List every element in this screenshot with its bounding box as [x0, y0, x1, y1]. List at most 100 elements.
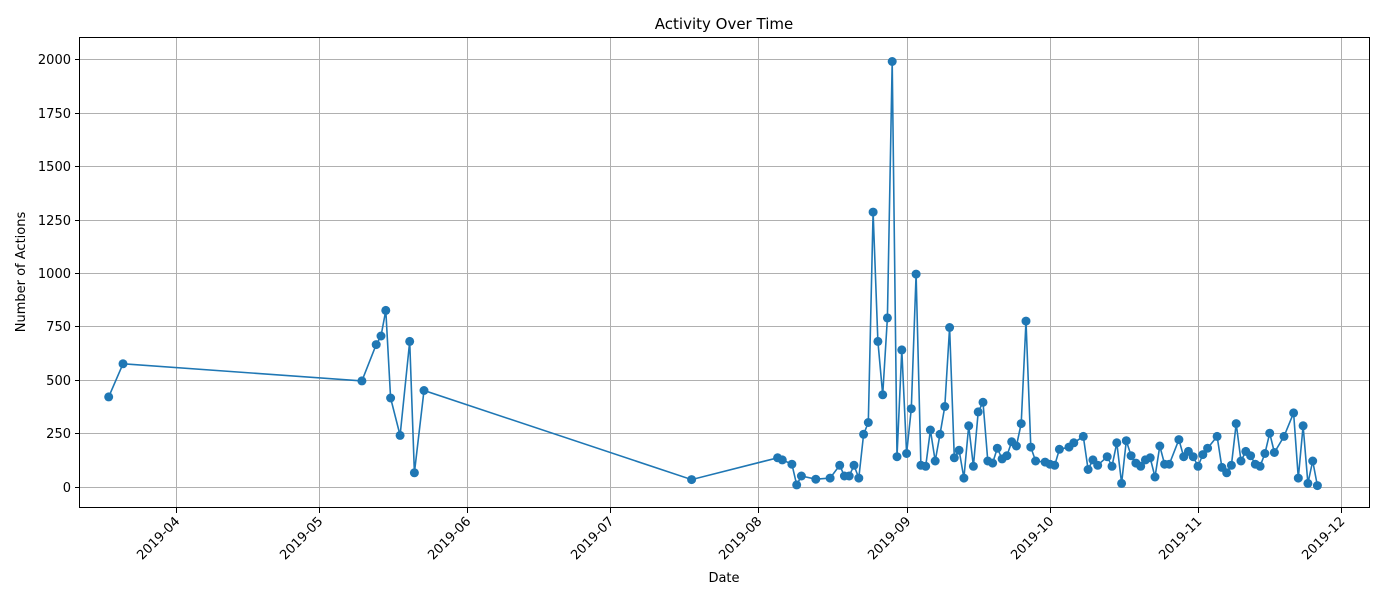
- y-tick-label: 1750: [38, 107, 71, 122]
- data-point: [118, 359, 128, 369]
- y-tick-label: 500: [46, 374, 71, 389]
- data-point: [906, 404, 916, 414]
- data-point: [878, 390, 888, 400]
- data-point: [1298, 421, 1308, 431]
- data-point: [395, 430, 405, 440]
- data-point: [1293, 473, 1303, 483]
- data-point: [911, 269, 921, 279]
- data-point: [1203, 443, 1213, 453]
- data-point: [835, 460, 845, 470]
- y-axis-label: Number of Actions: [14, 212, 29, 333]
- data-point: [882, 313, 892, 323]
- data-point: [863, 418, 873, 427]
- data-point: [1308, 456, 1318, 466]
- data-point: [925, 425, 935, 435]
- data-point: [930, 456, 940, 466]
- data-point: [945, 323, 955, 332]
- data-point: [777, 455, 787, 465]
- data-point: [1054, 444, 1064, 454]
- data-point: [1193, 461, 1203, 471]
- data-point: [1226, 460, 1236, 470]
- grid-layer: [80, 38, 1370, 508]
- data-point: [1031, 456, 1041, 466]
- data-point: [1112, 438, 1122, 448]
- data-point: [1102, 452, 1112, 462]
- data-point: [1002, 451, 1012, 461]
- data-point: [792, 480, 802, 490]
- data-point: [849, 460, 859, 470]
- data-point: [409, 468, 419, 478]
- data-point: [1174, 435, 1184, 445]
- data-point: [887, 57, 897, 66]
- data-point: [687, 475, 697, 485]
- chart-title: Activity Over Time: [655, 15, 793, 33]
- data-point: [968, 461, 978, 471]
- data-point: [868, 207, 878, 217]
- data-point: [1222, 468, 1232, 478]
- y-tick-label: 1000: [38, 267, 71, 282]
- data-point: [1126, 451, 1136, 461]
- data-point: [988, 458, 998, 468]
- data-point: [844, 471, 854, 481]
- data-point: [1303, 478, 1313, 488]
- data-point: [357, 376, 367, 386]
- y-tick-label: 1250: [38, 214, 71, 229]
- data-point: [897, 345, 907, 355]
- y-tick-label: 750: [46, 320, 71, 335]
- data-point: [1279, 431, 1289, 441]
- data-point: [1078, 431, 1088, 441]
- data-point: [825, 473, 835, 483]
- data-point: [1260, 449, 1270, 458]
- data-point: [1312, 481, 1322, 491]
- data-point: [1107, 461, 1117, 471]
- data-point: [935, 429, 945, 439]
- data-point: [1155, 441, 1165, 451]
- data-point: [1150, 472, 1160, 482]
- data-point: [949, 453, 959, 463]
- data-point: [1011, 441, 1021, 451]
- data-point: [1093, 460, 1103, 470]
- data-point: [1083, 465, 1093, 474]
- data-point: [1016, 419, 1026, 429]
- data-point: [1289, 408, 1299, 418]
- data-point: [1198, 450, 1208, 460]
- data-point: [973, 407, 983, 417]
- data-point: [1246, 451, 1256, 461]
- data-point: [376, 331, 386, 341]
- data-point: [873, 336, 883, 346]
- data-point: [1050, 460, 1060, 470]
- data-point: [381, 305, 391, 315]
- data-point: [940, 402, 950, 411]
- data-point: [1121, 436, 1131, 446]
- y-tick-label: 2000: [38, 53, 71, 68]
- data-point: [1021, 316, 1031, 326]
- y-tick-label: 0: [63, 481, 71, 496]
- data-point: [854, 473, 864, 483]
- data-point: [419, 386, 429, 395]
- data-point: [954, 445, 964, 455]
- data-point: [104, 392, 114, 402]
- data-point: [796, 471, 806, 481]
- data-point: [811, 474, 821, 484]
- data-point: [921, 461, 931, 471]
- data-point: [787, 459, 797, 469]
- data-point: [1117, 478, 1127, 488]
- data-point: [1136, 461, 1146, 471]
- data-point: [1026, 442, 1036, 452]
- data-point: [405, 336, 415, 346]
- data-point: [1212, 431, 1222, 441]
- data-point: [1255, 461, 1265, 471]
- data-point: [371, 340, 381, 350]
- data-point: [1265, 428, 1275, 438]
- data-point: [892, 452, 902, 462]
- data-point: [1231, 419, 1241, 429]
- plot-frame: [79, 37, 1370, 508]
- data-point: [1164, 459, 1174, 469]
- data-point: [859, 429, 869, 439]
- data-point: [1236, 456, 1246, 466]
- data-point: [1069, 438, 1079, 448]
- x-axis-label: Date: [708, 571, 739, 586]
- y-tick-label: 250: [46, 427, 71, 442]
